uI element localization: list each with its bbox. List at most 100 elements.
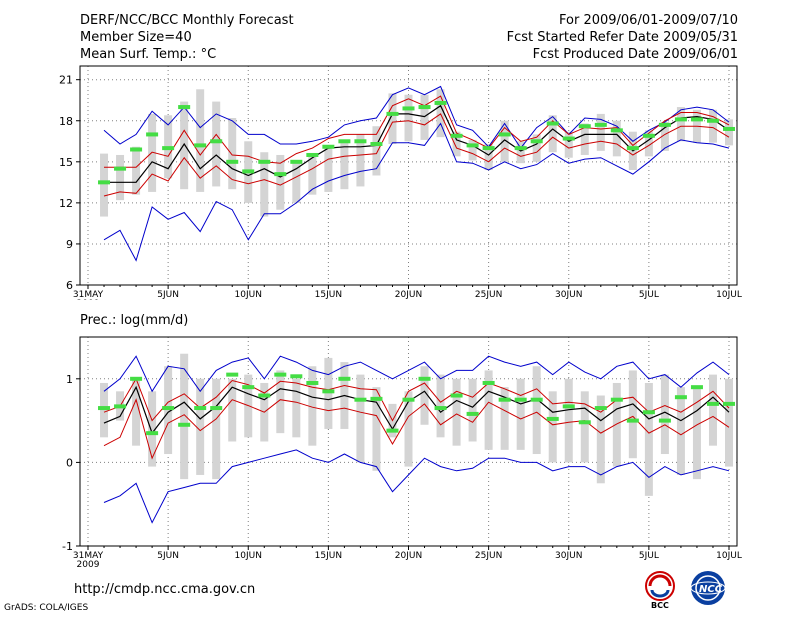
inner-low-line-2	[103, 398, 730, 460]
obs-marker-1	[178, 105, 191, 110]
spread-box-1	[308, 154, 317, 195]
x-tick-label-1: 15JUN	[315, 290, 342, 300]
spread-box-2	[596, 395, 605, 484]
obs-marker-1	[226, 159, 239, 164]
obs-marker-1	[530, 139, 543, 144]
inner-low-line-1	[103, 113, 730, 197]
obs-marker-1	[386, 111, 399, 116]
obs-marker-1	[322, 144, 335, 149]
start-date: Fcst Started Refer Date 2009/05/31	[506, 30, 738, 45]
y-tick-label-2: 1	[66, 373, 73, 386]
obs-marker-2	[130, 376, 143, 381]
y-tick-label-2: -1	[62, 540, 73, 553]
spread-box-2	[548, 391, 557, 463]
obs-marker-2	[626, 418, 639, 423]
obs-marker-2	[194, 406, 207, 411]
obs-marker-2	[658, 418, 671, 423]
obs-marker-1	[466, 143, 479, 148]
spread-box-1	[372, 126, 381, 176]
member-size: Member Size=40	[80, 30, 192, 45]
obs-marker-1	[210, 139, 223, 144]
obs-marker-2	[370, 396, 383, 401]
outer-high-line-2	[103, 355, 730, 393]
spread-box-2	[500, 387, 509, 450]
obs-marker-1	[354, 139, 367, 144]
obs-marker-1	[706, 118, 719, 123]
footer-url[interactable]: http://cmdp.ncc.cma.gov.cn	[74, 582, 256, 597]
spread-box-1	[324, 146, 333, 192]
spread-box-2	[468, 378, 477, 442]
obs-marker-1	[514, 146, 527, 151]
obs-marker-2	[178, 422, 191, 427]
obs-marker-1	[498, 132, 511, 137]
outer-high-line-1	[103, 85, 730, 149]
obs-marker-1	[658, 122, 671, 127]
spread-box-2	[452, 378, 461, 446]
spread-box-2	[516, 378, 525, 450]
spread-box-2	[644, 382, 653, 496]
obs-marker-2	[226, 372, 239, 377]
x-tick-label-2: 25JUN	[475, 551, 502, 561]
obs-marker-1	[594, 122, 607, 127]
obs-marker-2	[418, 376, 431, 381]
produced-date: Fcst Produced Date 2009/06/01	[532, 47, 738, 62]
obs-marker-2	[594, 406, 607, 411]
spread-box-1	[228, 118, 237, 190]
obs-marker-2	[322, 389, 335, 394]
obs-marker-1	[290, 159, 303, 164]
spread-box-2	[660, 374, 669, 455]
spread-box-1	[260, 152, 269, 217]
spread-box-1	[484, 144, 493, 171]
obs-marker-2	[690, 385, 703, 390]
y-tick-label-1: 21	[59, 74, 73, 87]
x-tick-label-1: 10JUL	[716, 290, 742, 300]
spread-box-2	[725, 378, 733, 467]
obs-marker-1	[610, 128, 623, 133]
obs-marker-2	[162, 406, 175, 411]
obs-marker-1	[242, 169, 255, 174]
spread-box-1	[660, 122, 669, 151]
obs-marker-1	[546, 121, 559, 126]
obs-marker-1	[482, 146, 495, 151]
spread-box-1	[564, 131, 573, 158]
spread-box-2	[212, 378, 221, 480]
spread-box-2	[180, 353, 189, 480]
spread-box-1	[388, 93, 397, 145]
spread-box-1	[100, 153, 109, 217]
spread-box-1	[148, 113, 157, 192]
x-tick-label-1: 10JUN	[235, 290, 262, 300]
x-tick-label-2: 5JUL	[639, 551, 659, 561]
spread-box-1	[452, 131, 461, 157]
obs-marker-2	[274, 372, 287, 377]
spread-box-1	[548, 115, 557, 153]
obs-marker-1	[194, 143, 207, 148]
obs-marker-1	[578, 124, 591, 129]
spread-box-2	[324, 357, 333, 429]
variable-label: Mean Surf. Temp.: °C	[80, 47, 217, 62]
spread-box-1	[612, 120, 621, 157]
obs-marker-2	[114, 404, 127, 409]
spread-box-2	[628, 370, 637, 459]
x-tick-label-2: 15JUN	[315, 551, 342, 561]
spread-box-2	[132, 378, 141, 446]
obs-marker-1	[723, 126, 735, 131]
spread-box-1	[725, 119, 733, 146]
spread-box-1	[116, 154, 125, 201]
obs-marker-1	[418, 105, 431, 110]
spread-box-1	[292, 161, 301, 203]
spread-box-1	[708, 109, 717, 143]
x-tick-label-1: 30JUN	[555, 290, 582, 300]
spread-box-2	[164, 366, 173, 455]
inner-high-line-1	[104, 95, 730, 168]
obs-marker-1	[130, 147, 143, 152]
obs-marker-2	[578, 420, 591, 425]
obs-marker-2	[530, 397, 543, 402]
outer-low-line-1	[103, 122, 730, 262]
y-tick-label-1: 12	[59, 197, 73, 210]
spread-box-1	[676, 107, 685, 142]
obs-marker-1	[370, 142, 383, 147]
spread-box-1	[212, 101, 221, 187]
forecast-period: For 2009/06/01-2009/07/10	[559, 13, 738, 28]
x-tick-label-2: 31MAY	[73, 551, 104, 561]
